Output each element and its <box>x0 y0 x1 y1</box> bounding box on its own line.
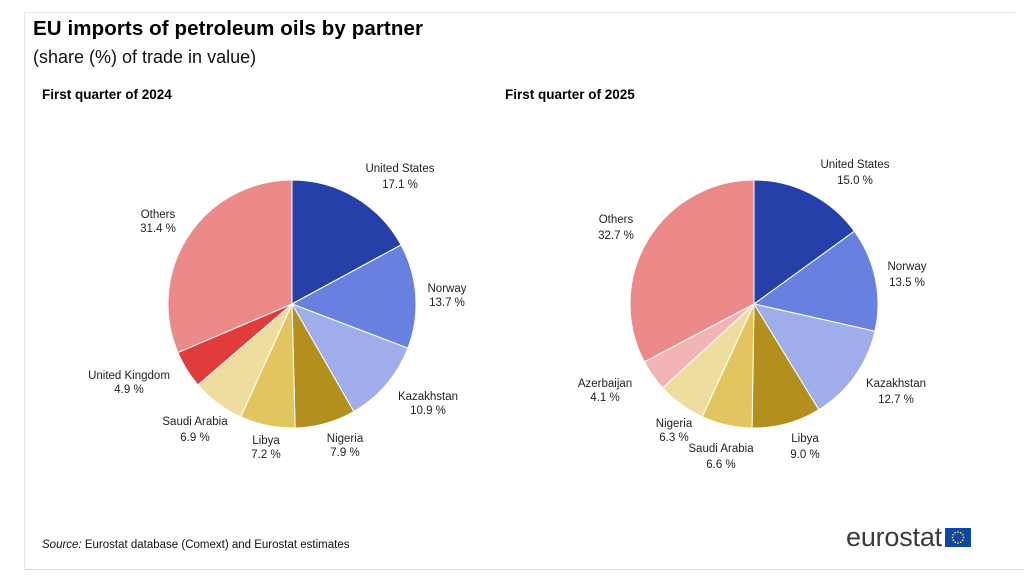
eu-flag-icon <box>944 528 971 547</box>
slice-label-name: United States <box>365 163 434 175</box>
slice-label-value: 10.9 % <box>410 405 446 417</box>
slice-label-value: 12.7 % <box>878 394 914 406</box>
slice-label-name: Kazakhstan <box>866 378 926 390</box>
pie-slice-kazakhstan <box>290 303 409 413</box>
slice-label-name: Norway <box>428 283 467 295</box>
source-text: Eurostat database (Comext) and Eurostat … <box>81 539 350 551</box>
pie-slice-united-states <box>291 179 402 305</box>
slice-label-value: 15.0 % <box>837 175 873 187</box>
slice-label-value: 6.6 % <box>706 459 735 471</box>
slice-label-value: 6.3 % <box>659 432 688 444</box>
pie-slice-kazakhstan <box>752 303 876 411</box>
slice-label-value: 17.1 % <box>382 179 418 191</box>
slice-label-name: Norway <box>888 261 927 273</box>
pie-slice-others <box>629 179 755 363</box>
slice-label-name: Azerbaijan <box>578 378 632 390</box>
slice-label-name: Nigeria <box>327 433 364 445</box>
divider <box>24 569 1024 570</box>
slice-label-name: Libya <box>252 435 280 447</box>
slice-label-name: Others <box>141 209 176 221</box>
source-note: Source: Eurostat database (Comext) and E… <box>42 539 349 551</box>
pie-slice-norway <box>752 230 879 332</box>
slice-label-value: 7.9 % <box>330 447 359 459</box>
slice-label-name: United Kingdom <box>88 370 170 382</box>
slice-label-name: United States <box>820 159 889 171</box>
slice-label-name: Saudi Arabia <box>688 443 754 455</box>
slice-label-value: 4.1 % <box>590 392 619 404</box>
source-label: Source: <box>42 539 82 551</box>
logo-text: eurostat <box>846 522 942 552</box>
slice-label-name: Nigeria <box>656 418 693 430</box>
slice-label-name: Others <box>599 214 634 226</box>
slice-label-name: Libya <box>791 433 819 445</box>
pie-slice-others <box>167 179 293 354</box>
chart-frame <box>24 12 1015 569</box>
slice-label-value: 13.5 % <box>889 277 925 289</box>
pie-slice-united-states <box>753 179 856 305</box>
slice-label-value: 4.9 % <box>114 384 143 396</box>
slice-label-value: 9.0 % <box>790 449 819 461</box>
slice-label-value: 13.7 % <box>429 297 465 309</box>
eurostat-logo: eurostat <box>846 522 971 553</box>
slice-label-name: Kazakhstan <box>398 391 458 403</box>
slice-label-value: 6.9 % <box>180 432 209 444</box>
pie-slice-norway <box>290 244 417 349</box>
slice-label-value: 7.2 % <box>251 449 280 461</box>
slice-label-value: 32.7 % <box>598 230 634 242</box>
chart-subtitle: (share (%) of trade in value) <box>33 47 257 67</box>
slice-label-value: 31.4 % <box>140 223 176 235</box>
slice-label-name: Saudi Arabia <box>162 416 228 428</box>
pie-title-2025: First quarter of 2025 <box>505 87 635 102</box>
pie-title-2024: First quarter of 2024 <box>42 87 172 102</box>
chart-title-main: EU imports of petroleum oils by partner <box>33 17 424 40</box>
